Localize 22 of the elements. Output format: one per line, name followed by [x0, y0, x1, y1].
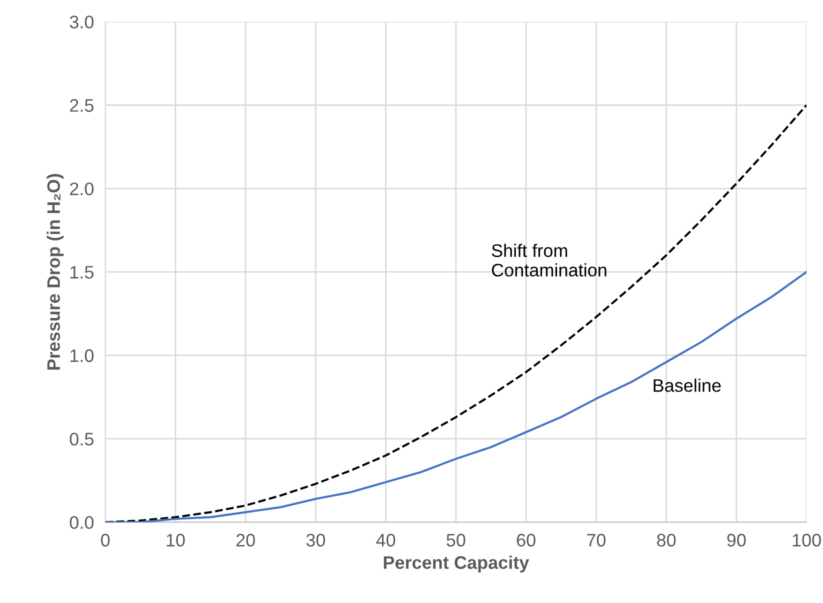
y-tick-label: 0.0 [70, 516, 94, 529]
y-tick-label: 1.5 [70, 266, 94, 279]
y-tick-label: 2.5 [70, 99, 94, 112]
x-axis-title: Percent Capacity [384, 556, 530, 573]
y-tick-label: 1.0 [70, 349, 94, 362]
x-tick-label: 50 [446, 534, 466, 547]
x-tick-label: 10 [166, 534, 185, 547]
x-tick-label: 80 [657, 534, 676, 547]
y-tick-label: 0.5 [70, 432, 94, 446]
x-tick-label: 20 [236, 534, 255, 547]
y-axis-title: Pressure Drop (in H₂O) [46, 174, 64, 370]
y-tick-label: 2.0 [70, 182, 94, 196]
y-tick-label: 3.0 [70, 16, 94, 28]
series-label: Baseline [654, 378, 721, 392]
x-tick-label: 90 [727, 534, 746, 547]
x-tick-label: 0 [101, 534, 110, 547]
x-tick-label: 100 [792, 534, 821, 547]
series-label: Shift from Contamination [492, 244, 606, 277]
x-tick-label: 60 [516, 534, 536, 547]
x-tick-label: 40 [376, 534, 396, 547]
x-tick-label: 70 [587, 534, 606, 547]
x-tick-label: 30 [306, 534, 326, 547]
